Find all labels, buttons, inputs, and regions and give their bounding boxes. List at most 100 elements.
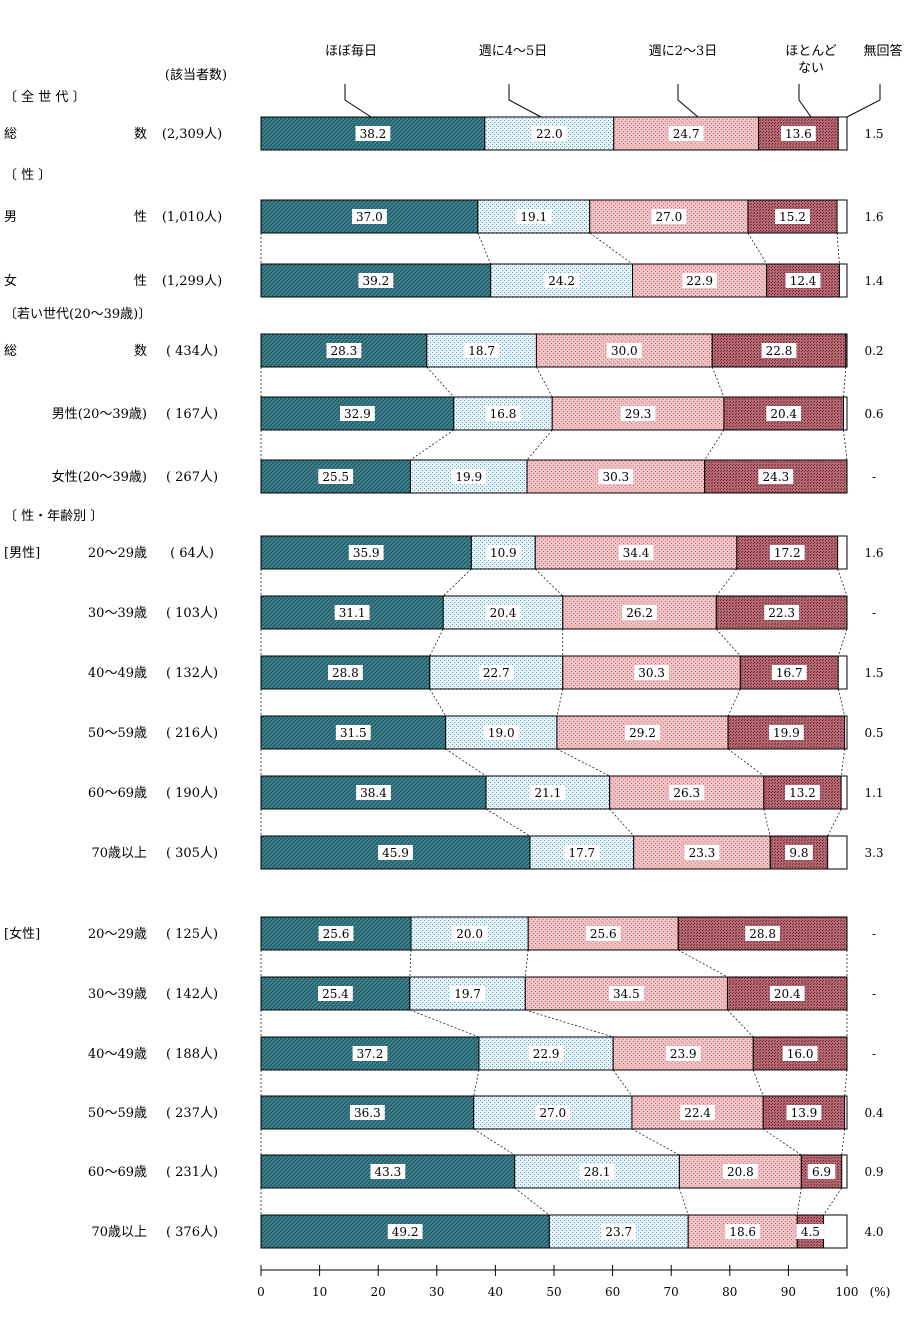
bar-value-label-bg (450, 986, 485, 1001)
row-label: 30～39歳 (88, 606, 147, 621)
row-label: 70歳以上 (91, 846, 147, 861)
bar-value-label-bg (775, 209, 810, 224)
bar-value-label-bg (318, 926, 354, 941)
bar-value-label-bg (348, 545, 384, 560)
row-label: 40～49歳 (88, 1047, 147, 1062)
bar-value-label-bg (807, 1164, 836, 1179)
connector-line (716, 568, 738, 597)
bar-value-label: 6.9 (812, 1165, 831, 1179)
bar-value-label: 16.0 (787, 1047, 814, 1061)
bar-value-label-bg (620, 406, 656, 421)
row-count: ( 125人) (166, 927, 218, 942)
bar-value-label-bg (796, 1224, 825, 1239)
bar-value-label-bg (352, 209, 387, 224)
row-count: (2,309人) (162, 127, 222, 142)
connector-line (763, 808, 771, 837)
connector-line (612, 1069, 633, 1097)
bar-value-label: 26.2 (626, 606, 653, 620)
row-count: ( 231人) (166, 1165, 218, 1180)
section-heading: 〔 性 〕 (4, 168, 51, 183)
connector-line (711, 366, 725, 398)
bar-connector-lines (260, 232, 848, 1216)
connector-line (536, 366, 553, 398)
no-answer-value: 1.5 (864, 666, 883, 680)
no-answer-value: 1.5 (864, 127, 883, 141)
bar-value-label: 30.3 (602, 470, 629, 484)
bar-segment (678, 1154, 802, 1189)
no-answer-value: - (872, 606, 876, 620)
row-label: 30～39歳 (88, 987, 147, 1002)
no-answer-value: 0.5 (864, 726, 883, 740)
bar-value-label-bg (326, 343, 362, 358)
connector-line (747, 232, 768, 265)
connector-line (796, 1187, 802, 1216)
row-label: 20～29歳 (88, 546, 147, 561)
bar-value-label: 22.8 (766, 344, 793, 358)
bar-value-label: 38.4 (360, 786, 387, 800)
bar-value-label: 19.9 (455, 470, 482, 484)
connector-line (445, 748, 487, 777)
connector-line (704, 429, 725, 461)
connector-line (823, 1187, 843, 1216)
x-tick-label: 80 (722, 1285, 737, 1299)
legend-leader-line (798, 84, 812, 118)
bar-value-label-bg (766, 406, 802, 421)
bar-value-label-bg (452, 926, 488, 941)
connector-line (556, 748, 610, 777)
bar-value-label-bg (334, 605, 370, 620)
bar-value-label: 20.4 (774, 987, 801, 1001)
bar-value-label: 31.5 (340, 726, 367, 740)
count-column-header: (該当者数) (165, 67, 227, 83)
bar-value-label: 19.7 (454, 987, 481, 1001)
connector-line (837, 688, 845, 717)
row-count: ( 237人) (166, 1106, 218, 1121)
row-count: (1,299人) (162, 274, 222, 289)
row-count: ( 64人) (170, 546, 214, 561)
bar-value-label-bg (451, 469, 487, 484)
connector-line (429, 688, 446, 717)
bar-value-label: 38.2 (360, 127, 387, 141)
connector-line (514, 1187, 550, 1216)
no-answer-value: 0.6 (864, 407, 883, 421)
x-tick-label: 40 (488, 1285, 503, 1299)
connector-line (535, 568, 564, 597)
bar-value-label: 17.2 (774, 546, 801, 560)
no-answer-value: 1.4 (864, 274, 883, 288)
bar-value-label: 12.4 (790, 274, 817, 288)
bar-value-label: 17.7 (568, 846, 595, 860)
x-tick-label: 100 (836, 1285, 859, 1299)
bar-value-label: 13.9 (791, 1106, 818, 1120)
bar-value-label-bg (786, 1105, 822, 1120)
bar-value-label: 27.0 (539, 1106, 566, 1120)
bar-value-label: 22.7 (483, 666, 510, 680)
bar-value-label-bg (530, 785, 566, 800)
row-count: ( 216人) (166, 726, 218, 741)
bar-segment (526, 459, 706, 494)
connector-line (631, 1128, 680, 1156)
bar-value-label-bg (485, 406, 521, 421)
connector-line (843, 429, 848, 461)
no-answer-value: 3.3 (864, 846, 883, 860)
row-label: 50～59歳 (88, 726, 147, 741)
bar-value-label-bg (528, 1046, 564, 1061)
connector-line (477, 232, 492, 265)
legend-leader-line (508, 84, 542, 118)
bar-value-label: 24.2 (548, 274, 575, 288)
row-label: 女性(20～39歳) (52, 469, 147, 485)
connector-line (841, 1128, 846, 1156)
connector-line (679, 1187, 689, 1216)
connector-line (409, 949, 412, 978)
legend-leader-line (344, 84, 372, 118)
bar-value-label-bg (634, 665, 669, 680)
x-tick-label: 70 (664, 1285, 679, 1299)
row-label: 男 (4, 210, 17, 225)
bar-value-label: 13.2 (789, 786, 816, 800)
x-tick-label: 10 (312, 1285, 327, 1299)
bar-value-label-bg (579, 1164, 615, 1179)
bar-value-label-bg (761, 343, 797, 358)
no-answer-value: - (872, 470, 876, 484)
bar-value-label-bg (684, 845, 720, 860)
connector-line (589, 232, 633, 265)
bar-value-label: 23.3 (689, 846, 716, 860)
row-count: ( 167人) (166, 407, 218, 422)
